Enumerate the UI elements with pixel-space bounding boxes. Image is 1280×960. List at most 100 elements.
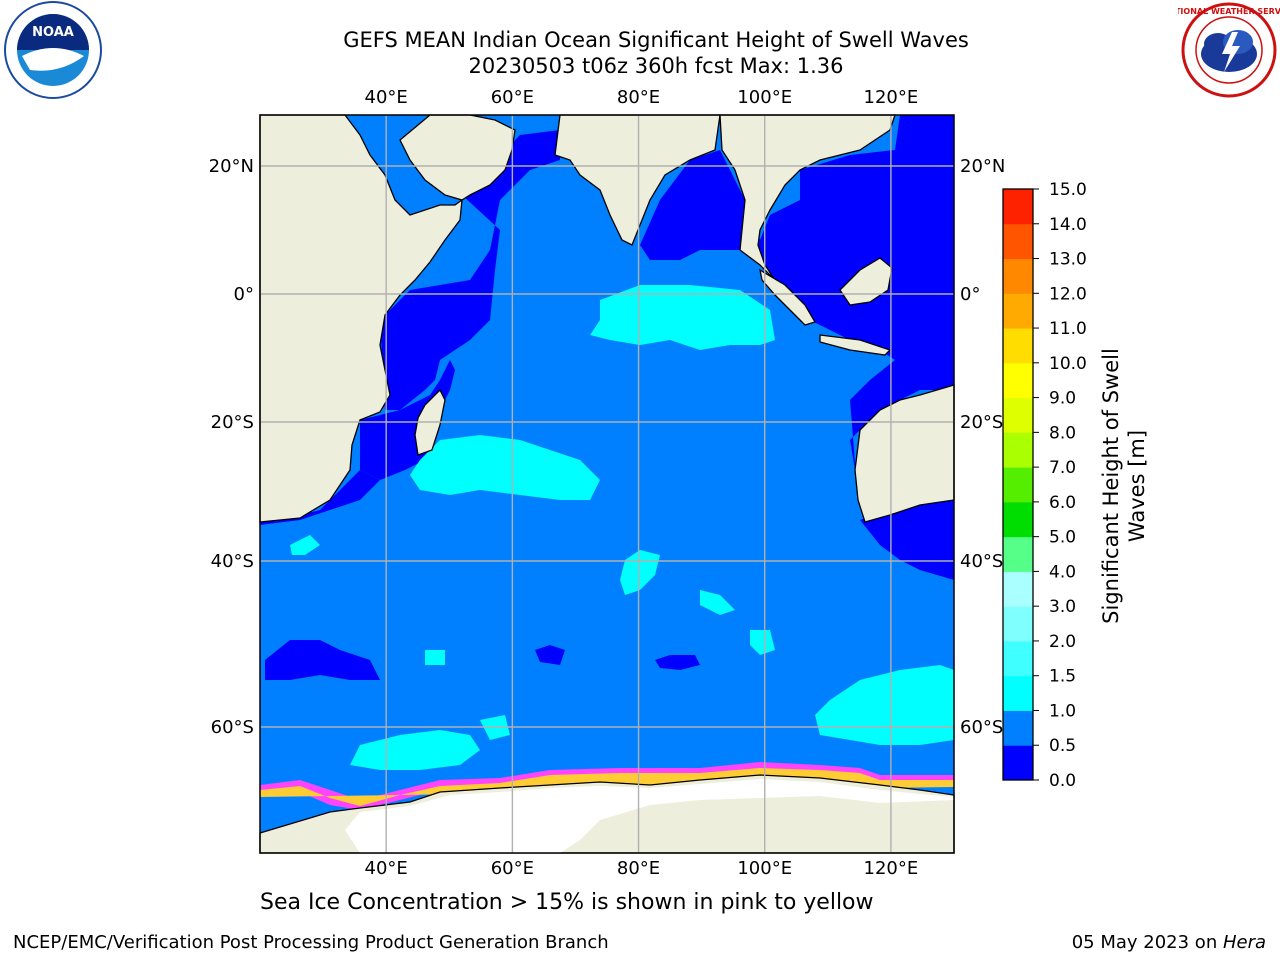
colorbar-tick-label: 0.0 bbox=[1049, 771, 1076, 791]
map-title: GEFS MEAN Indian Ocean Significant Heigh… bbox=[343, 28, 969, 52]
footer-date-text: 05 May 2023 on bbox=[1071, 932, 1223, 953]
lat-tick-label-right: 0° bbox=[960, 284, 980, 305]
land-southeast-asia bbox=[719, 114, 896, 301]
colorbar-tick-label: 2.0 bbox=[1049, 632, 1076, 652]
land-java bbox=[819, 334, 892, 356]
cyan-east-patch bbox=[700, 590, 735, 615]
lon-tick-label-top: 100°E bbox=[737, 87, 792, 108]
colorbar-title: Significant Height of Swell Waves [m] bbox=[1099, 348, 1149, 624]
footer-machine: Hera bbox=[1222, 932, 1266, 953]
colorbar-segment bbox=[1003, 328, 1033, 364]
footer-date: 05 May 2023 on Hera bbox=[1072, 932, 1266, 953]
lon-tick-label-top: 120°E bbox=[864, 87, 919, 108]
noaa-logo: NOAA bbox=[4, 1, 102, 99]
colorbar-tick-label: 14.0 bbox=[1049, 215, 1087, 235]
sea-ice-white bbox=[345, 779, 954, 853]
lon-tick-label-bottom: 80°E bbox=[617, 858, 660, 879]
colorbar-tick-label: 0.5 bbox=[1049, 736, 1076, 756]
colorbar-frame bbox=[1002, 188, 1034, 781]
land-australia bbox=[854, 384, 955, 523]
colorbar-segment bbox=[1003, 571, 1033, 607]
colorbar-segment bbox=[1003, 536, 1033, 572]
colorbar-tick-label: 12.0 bbox=[1049, 284, 1087, 304]
sea-ice-edge-pink bbox=[260, 762, 954, 810]
colorbar-segment bbox=[1003, 223, 1033, 260]
colorbar-tick-label: 9.0 bbox=[1049, 389, 1076, 409]
lon-tick-label-bottom: 60°E bbox=[491, 858, 534, 879]
lon-tick-label-bottom: 100°E bbox=[737, 858, 792, 879]
map-gridlines bbox=[260, 115, 954, 853]
colorbar-tick-label: 15.0 bbox=[1049, 180, 1087, 200]
colorbar-segment bbox=[1003, 397, 1033, 433]
land-india bbox=[554, 114, 721, 246]
land-sumatra bbox=[759, 268, 816, 326]
colorbar-tick-label: 3.0 bbox=[1049, 597, 1076, 617]
noaa-logo-text: NOAA bbox=[32, 25, 74, 40]
colorbar-segment bbox=[1003, 640, 1033, 677]
lat-tick-label-right: 60°S bbox=[960, 717, 1003, 738]
footer-credit: NCEP/EMC/Verification Post Processing Pr… bbox=[13, 932, 609, 953]
map-area bbox=[259, 114, 955, 854]
colorbar-segment bbox=[1003, 362, 1033, 399]
land-arabia bbox=[399, 114, 516, 201]
low-swell-southeast-asia bbox=[760, 115, 954, 500]
colorbar-tick-label: 7.0 bbox=[1049, 458, 1076, 478]
lat-tick-label-left: 20°S bbox=[211, 412, 254, 433]
map-tick-labels: 40°E 40°E 60°E 60°E 80°E 80°E 100°E 100°E 120°E 1… bbox=[209, 87, 1006, 879]
lat-tick-label-left: 0° bbox=[234, 284, 254, 305]
lon-tick-label-top: 40°E bbox=[365, 87, 408, 108]
colorbar-segment bbox=[1003, 467, 1033, 503]
cyan-southwest bbox=[350, 730, 480, 770]
lat-tick-label-left: 20°N bbox=[209, 156, 254, 177]
map-subtitle: 20230503 t06z 360h fcst Max: 1.36 bbox=[468, 54, 844, 78]
lon-tick-label-top: 60°E bbox=[491, 87, 534, 108]
colorbar-tick-label: 13.0 bbox=[1049, 250, 1087, 270]
cyan-patch-2 bbox=[750, 630, 775, 655]
lat-tick-label-right: 20°N bbox=[960, 156, 1005, 177]
lon-tick-label-bottom: 40°E bbox=[365, 858, 408, 879]
sea-ice-note: Sea Ice Concentration > 15% is shown in … bbox=[260, 890, 874, 915]
colorbar-segment bbox=[1003, 293, 1033, 329]
cyan-patch-3 bbox=[425, 650, 445, 665]
low-swell-arabian-sea bbox=[380, 130, 560, 410]
colorbar-segment bbox=[1003, 710, 1033, 746]
colorbar-tick-label: 1.0 bbox=[1049, 701, 1076, 721]
colorbar-tick-label: 5.0 bbox=[1049, 528, 1076, 548]
lat-tick-label-left: 40°S bbox=[211, 551, 254, 572]
colorbar-segment bbox=[1003, 258, 1033, 294]
low-swell-west-australia bbox=[860, 500, 954, 580]
colorbar-segment bbox=[1003, 189, 1033, 225]
low-swell-patch-sw bbox=[265, 640, 380, 680]
cyan-equatorial-patch bbox=[590, 285, 775, 350]
low-swell-south-africa bbox=[260, 470, 380, 525]
map-frame bbox=[259, 114, 955, 854]
lat-tick-label-right: 40°S bbox=[960, 551, 1003, 572]
lat-tick-label-left: 60°S bbox=[211, 717, 254, 738]
colorbar-segment bbox=[1003, 501, 1033, 538]
low-swell-regions bbox=[260, 115, 954, 680]
colorbar-tick-label: 1.5 bbox=[1049, 667, 1076, 687]
nws-logo-text: NATIONAL WEATHER SERVICE bbox=[1178, 7, 1280, 16]
low-swell-patch-east bbox=[655, 655, 700, 670]
colorbar-segment bbox=[1003, 675, 1033, 711]
land-africa bbox=[259, 114, 463, 523]
cyan-south-central bbox=[410, 435, 600, 500]
low-swell-patch-central bbox=[535, 645, 565, 665]
lon-tick-label-bottom: 120°E bbox=[864, 858, 919, 879]
cyan-southeast bbox=[815, 665, 954, 745]
colorbar-tick-label: 4.0 bbox=[1049, 562, 1076, 582]
moderate-swell-regions bbox=[290, 285, 954, 770]
lat-tick-label-right: 20°S bbox=[960, 412, 1003, 433]
colorbar-segment bbox=[1003, 606, 1033, 642]
colorbar-tick-label: 8.0 bbox=[1049, 423, 1076, 443]
colorbar-segment bbox=[1003, 432, 1033, 468]
colorbar-segment bbox=[1003, 745, 1033, 781]
colorbar: 0.0 0.5 1.0 1.5 2.0 3.0 4.0 5.0 6.0 7.0 8.0 9.0 10.0… bbox=[1002, 180, 1087, 791]
colorbar-tick-label: 6.0 bbox=[1049, 493, 1076, 513]
colorbar-tick-label: 11.0 bbox=[1049, 319, 1087, 339]
colorbar-tick-label: 10.0 bbox=[1049, 354, 1087, 374]
land-borneo bbox=[839, 257, 893, 306]
lon-tick-label-top: 80°E bbox=[617, 87, 660, 108]
national-weather-service-logo: NATIONAL WEATHER SERVICE bbox=[1178, 2, 1280, 98]
